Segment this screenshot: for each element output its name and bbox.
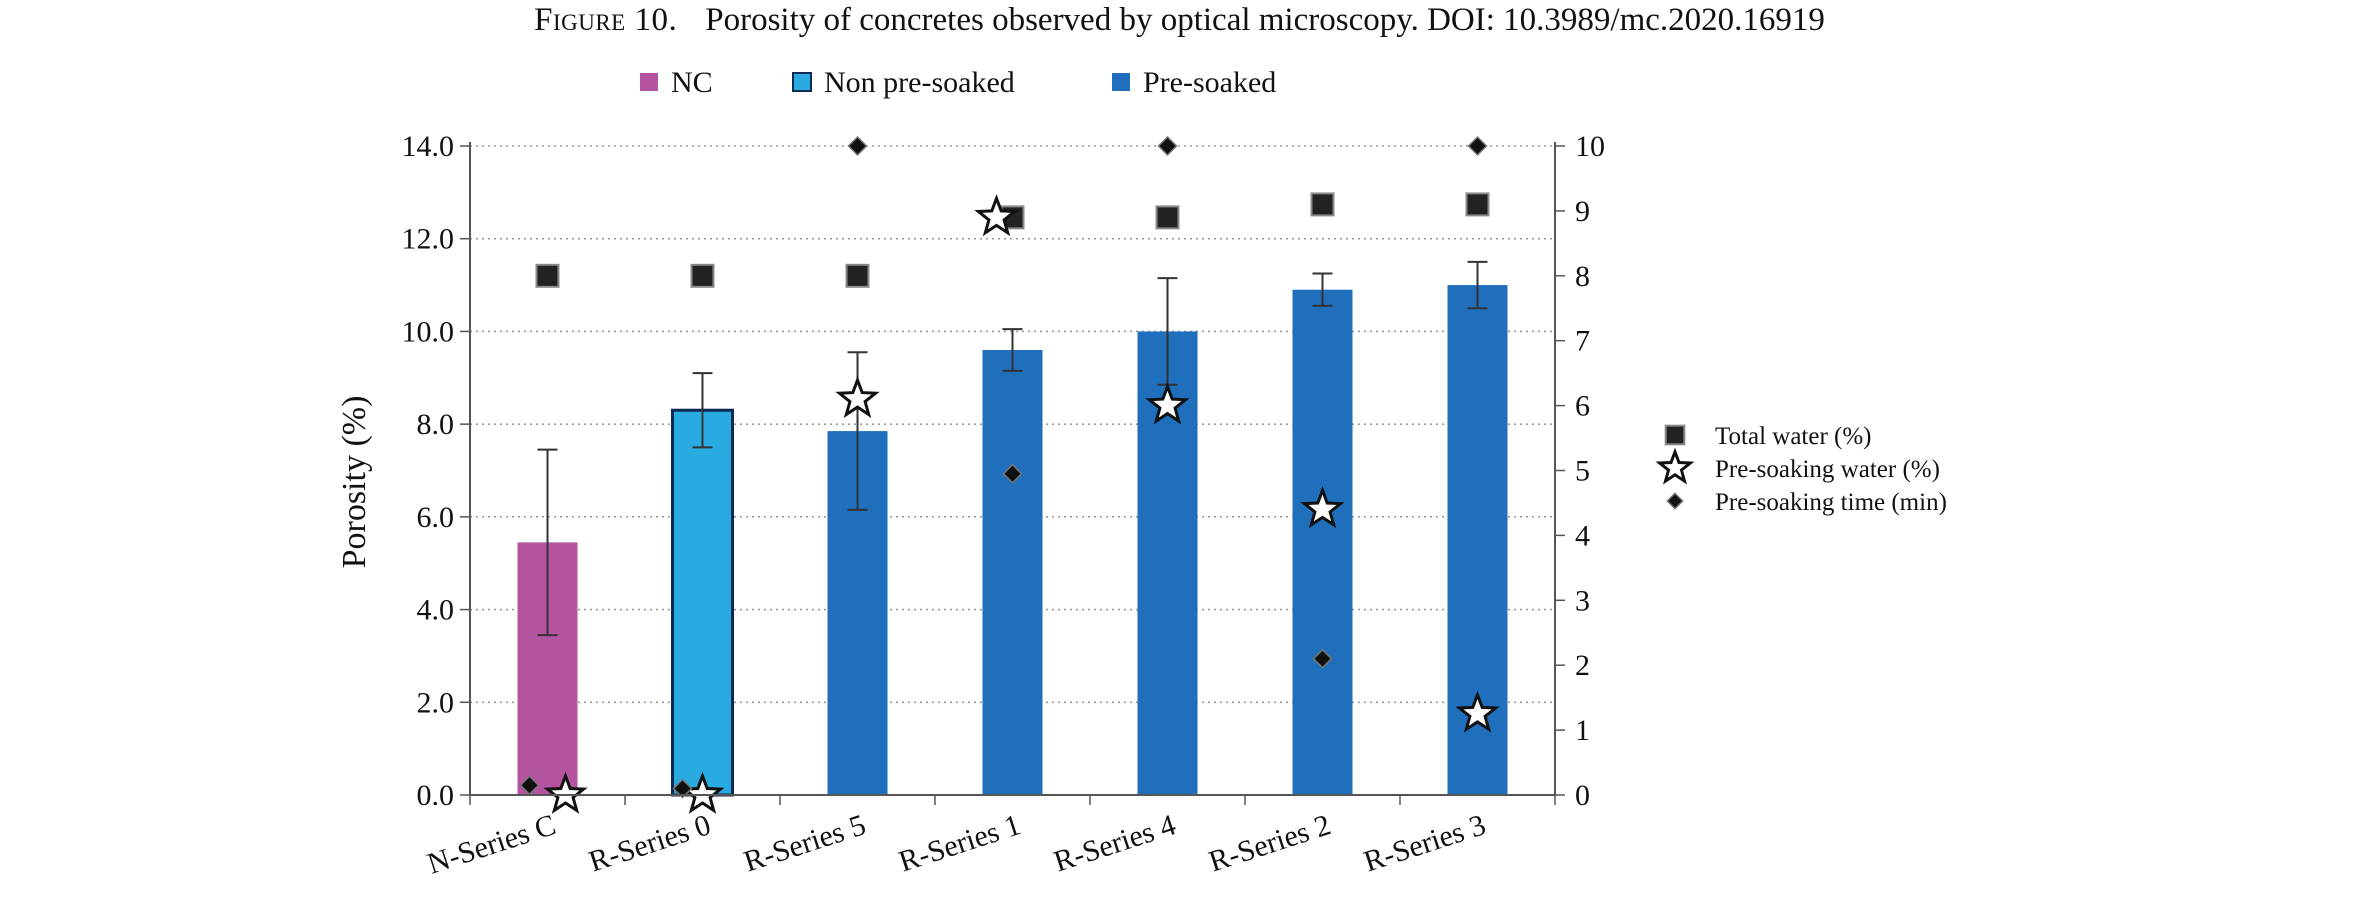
x-tick-label: R-Series 4 [1050, 808, 1180, 878]
y-tick-label: 2.0 [417, 686, 455, 719]
y-tick-label: 14.0 [402, 130, 455, 163]
y2-tick-label: 6 [1575, 390, 1590, 423]
bar-legend: NC Non pre-soaked Pre-soaked [640, 66, 1276, 99]
y-tick-label: 8.0 [417, 408, 455, 441]
square-marker [690, 263, 715, 288]
error-bars [537, 260, 1488, 637]
legend-swatch [1112, 73, 1130, 91]
diamond-marker [1002, 463, 1023, 484]
y-tick-label: 0.0 [417, 779, 455, 812]
figure-title: Figure 10. Porosity of concretes observed… [0, 0, 2359, 40]
legend-square-icon [1664, 424, 1686, 446]
legend-series-label: Total water (%) [1715, 423, 1872, 450]
y-tick-label: 12.0 [402, 223, 455, 256]
y2-tick-label: 1 [1575, 714, 1590, 747]
y2-tick-label: 9 [1575, 195, 1590, 228]
x-tick-label: R-Series 0 [585, 808, 715, 878]
legend-label: NC [671, 66, 713, 99]
x-tick-label: R-Series 1 [895, 808, 1025, 878]
diamond-marker [672, 778, 693, 799]
legend-star-icon [1655, 447, 1695, 485]
diamond-marker [1312, 648, 1333, 669]
bar [1292, 289, 1353, 795]
x-tick-label: R-Series 3 [1360, 808, 1490, 878]
star-marker [1455, 690, 1500, 733]
axes [460, 142, 1565, 805]
legend-swatch [792, 72, 812, 92]
bar [671, 408, 734, 797]
figure-number: Figure 10. [534, 2, 678, 38]
legend-series-label: Pre-soaking water (%) [1715, 456, 1940, 483]
y-axis-title: Porosity (%) [336, 396, 373, 569]
star-marker [543, 771, 588, 814]
markers [519, 135, 1500, 814]
square-marker [535, 263, 560, 288]
y2-tick-label: 8 [1575, 260, 1590, 293]
legend-label: Pre-soaked [1143, 66, 1276, 99]
square-marker [1155, 205, 1180, 230]
square-marker [845, 263, 870, 288]
star-marker [1300, 486, 1345, 529]
gridlines [470, 145, 1555, 704]
diamond-marker [1467, 135, 1488, 157]
square-marker [1465, 192, 1490, 217]
star-marker [835, 375, 880, 418]
y-tick-label: 4.0 [417, 594, 455, 627]
legend-label: Non pre-soaked [824, 66, 1015, 99]
bar [982, 349, 1043, 795]
legend-series-label: Pre-soaking time (min) [1715, 489, 1947, 516]
diamond-marker [1157, 135, 1178, 157]
x-tick-label: R-Series 5 [740, 808, 870, 878]
y2-tick-label: 2 [1575, 649, 1590, 682]
diamond-marker [847, 135, 868, 157]
marker-legend: Total water (%) Pre-soaking water (%) Pre-… [1655, 423, 1947, 516]
legend-diamond-icon [1666, 492, 1684, 510]
y2-tick-label: 4 [1575, 519, 1590, 552]
figure-caption: Porosity of concretes observed by optica… [705, 2, 1825, 38]
legend-swatch [640, 73, 658, 91]
y-tick-label: 6.0 [417, 501, 455, 534]
y2-tick-label: 3 [1575, 584, 1590, 617]
y2-tick-label: 10 [1575, 130, 1605, 163]
y2-tick-label: 5 [1575, 455, 1590, 488]
y2-tick-label: 7 [1575, 325, 1590, 358]
x-tick-label: R-Series 2 [1205, 808, 1335, 878]
y-tick-label: 10.0 [402, 315, 455, 348]
star-marker [1145, 382, 1190, 425]
y2-tick-label: 0 [1575, 779, 1590, 812]
x-tick-label: N-Series C [423, 808, 559, 880]
star-marker [974, 194, 1019, 237]
square-marker [1310, 192, 1335, 217]
